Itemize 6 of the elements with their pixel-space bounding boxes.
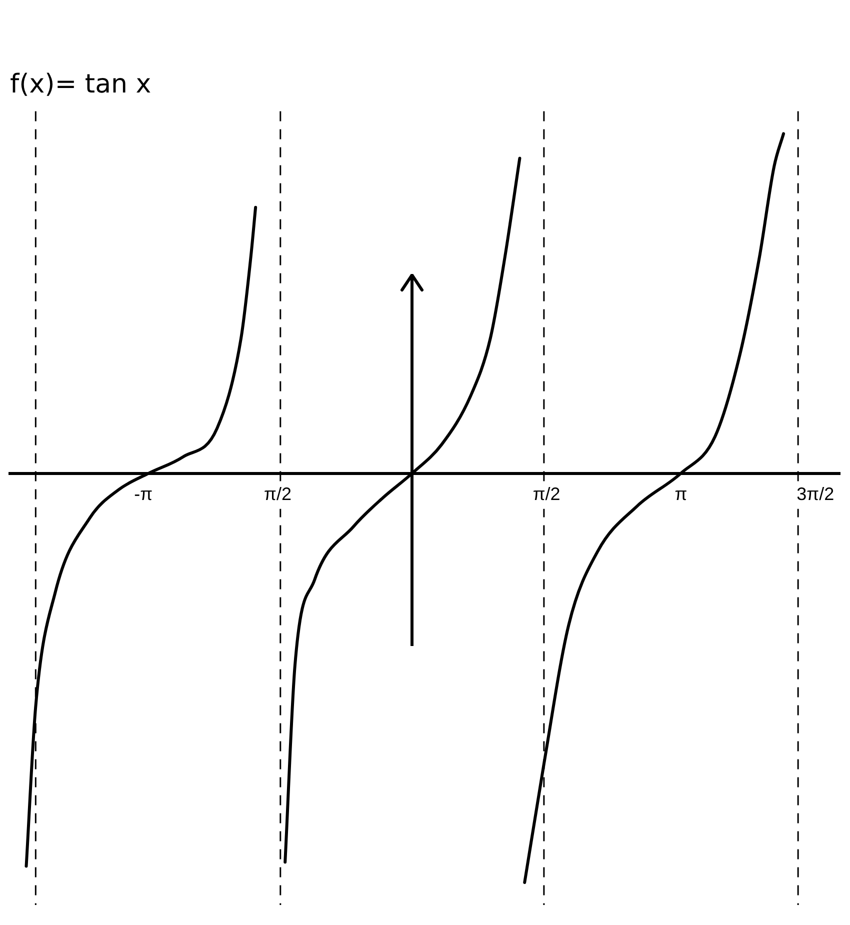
x-tick-label: -π xyxy=(134,484,153,504)
x-tick-label: π/2 xyxy=(264,484,292,504)
chart-title: f(x)= tan x xyxy=(10,69,152,100)
x-tick-label: 3π/2 xyxy=(796,484,834,504)
x-tick-label: π xyxy=(674,484,688,504)
x-tick-label: π/2 xyxy=(532,484,560,504)
